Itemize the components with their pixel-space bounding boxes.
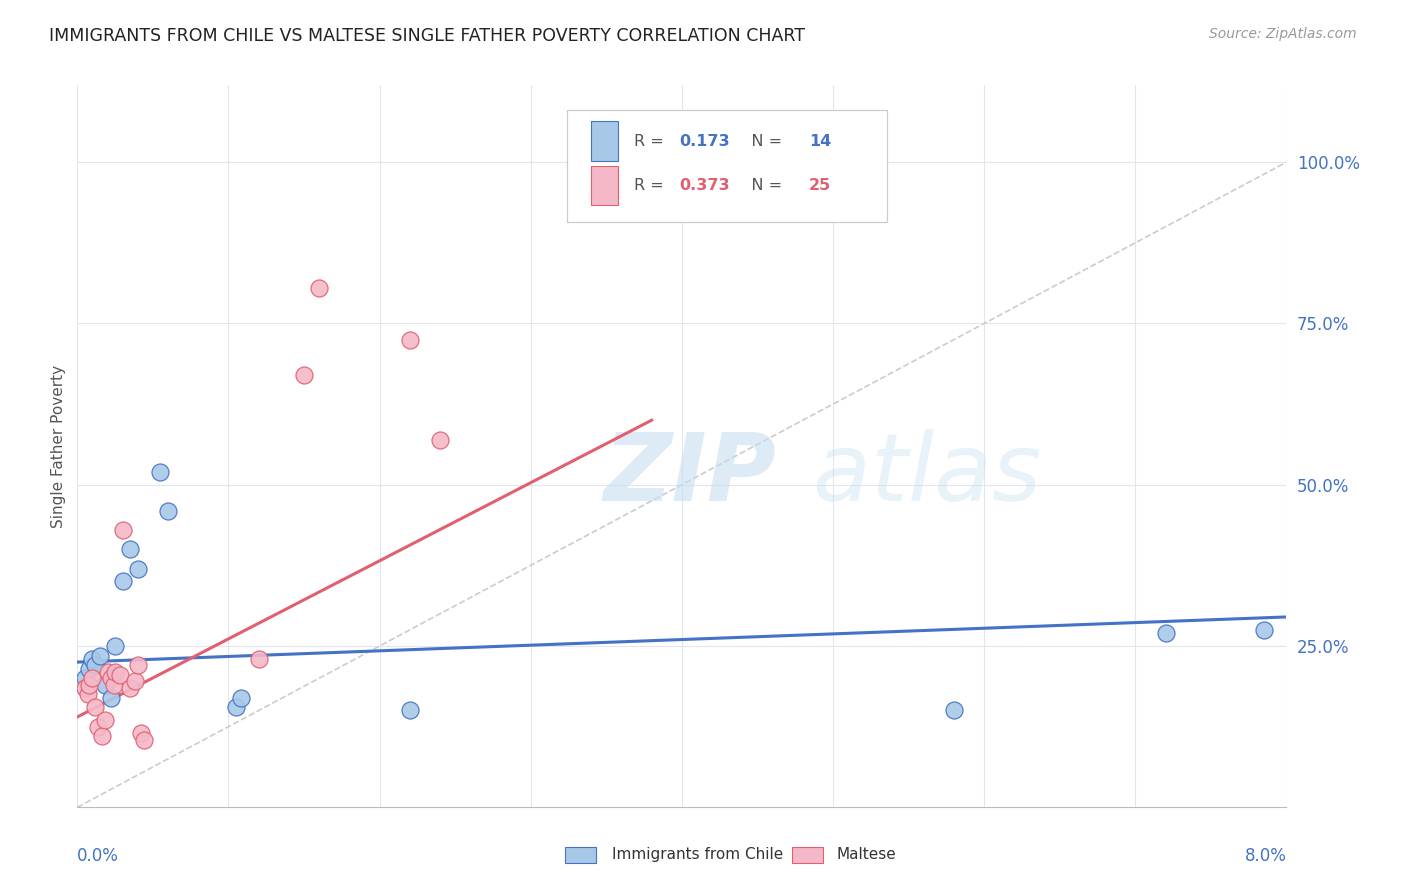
Point: [108, 668, 131, 682]
Text: 25: 25: [808, 178, 831, 194]
Point: [225, 700, 247, 714]
Point: [79, 678, 101, 692]
Point: [82, 652, 104, 666]
Point: [399, 704, 422, 718]
Y-axis label: Single Father Poverty: Single Father Poverty: [51, 365, 66, 527]
Point: [429, 433, 451, 447]
Point: [104, 665, 127, 679]
Point: [129, 726, 152, 740]
Point: [247, 652, 270, 666]
Text: R =: R =: [634, 134, 668, 149]
Text: N =: N =: [737, 178, 787, 194]
Point: [943, 704, 966, 718]
Point: [96, 665, 118, 679]
Point: [292, 368, 315, 382]
Point: [1253, 623, 1275, 637]
Point: [111, 574, 134, 589]
Point: [100, 690, 122, 705]
Point: [149, 465, 172, 479]
Point: [111, 523, 134, 537]
Point: [87, 720, 110, 734]
Text: 8.0%: 8.0%: [1244, 847, 1286, 865]
Text: 0.0%: 0.0%: [77, 847, 120, 865]
Bar: [592, 120, 617, 161]
FancyBboxPatch shape: [567, 110, 887, 222]
Point: [73, 681, 96, 695]
Text: N =: N =: [737, 134, 787, 149]
Point: [127, 658, 149, 673]
Point: [90, 729, 112, 743]
Point: [93, 713, 115, 727]
Point: [77, 687, 100, 701]
Bar: [592, 166, 617, 205]
Point: [73, 671, 96, 685]
Point: [124, 674, 146, 689]
Text: Maltese: Maltese: [837, 847, 896, 862]
Point: [1154, 626, 1177, 640]
Text: Source: ZipAtlas.com: Source: ZipAtlas.com: [1209, 27, 1357, 41]
Point: [100, 671, 122, 685]
Point: [229, 690, 252, 705]
Point: [595, 155, 617, 169]
Point: [84, 700, 107, 714]
Point: [104, 639, 127, 653]
Point: [79, 662, 101, 676]
Point: [93, 678, 115, 692]
Text: Immigrants from Chile: Immigrants from Chile: [612, 847, 783, 862]
Text: R =: R =: [634, 178, 668, 194]
Point: [82, 671, 104, 685]
Text: 0.173: 0.173: [679, 134, 730, 149]
Point: [120, 681, 142, 695]
Point: [399, 333, 422, 347]
Point: [157, 503, 180, 517]
Point: [127, 561, 149, 575]
Text: 14: 14: [808, 134, 831, 149]
Point: [132, 732, 155, 747]
Text: ZIP: ZIP: [603, 429, 776, 521]
Point: [120, 542, 142, 557]
Point: [89, 648, 111, 663]
Point: [308, 281, 330, 295]
Text: atlas: atlas: [603, 429, 1042, 520]
Point: [103, 678, 125, 692]
Point: [84, 658, 107, 673]
Text: 0.373: 0.373: [679, 178, 730, 194]
Text: IMMIGRANTS FROM CHILE VS MALTESE SINGLE FATHER POVERTY CORRELATION CHART: IMMIGRANTS FROM CHILE VS MALTESE SINGLE …: [49, 27, 806, 45]
